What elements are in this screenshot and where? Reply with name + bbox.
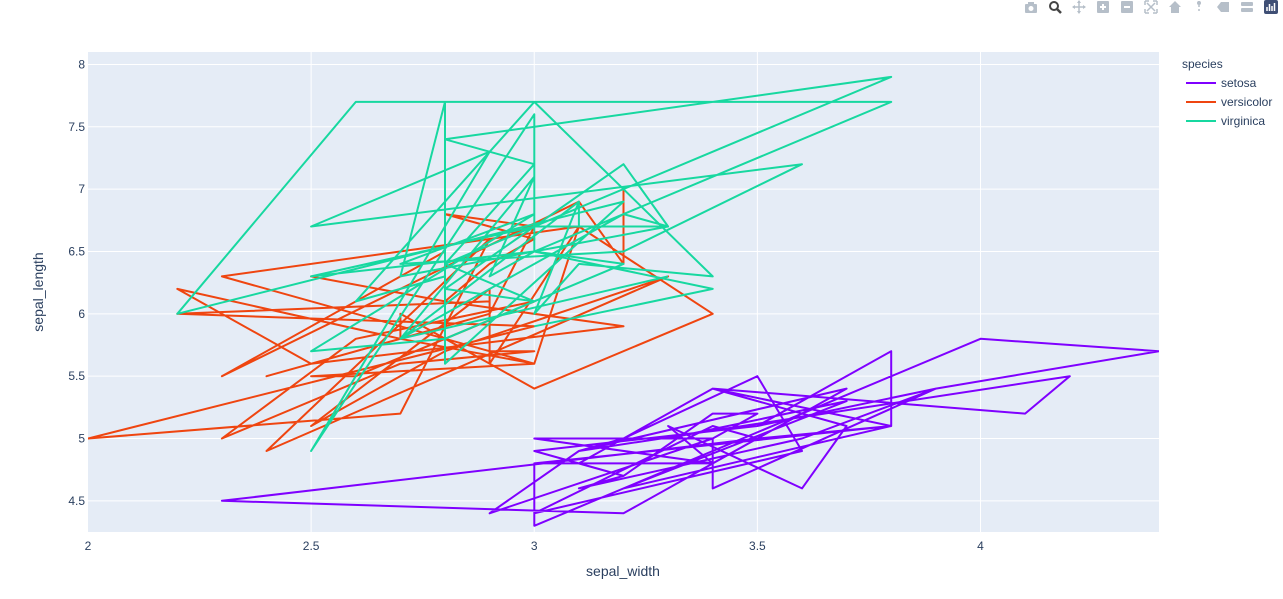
hover-closest-icon[interactable] — [1211, 0, 1235, 14]
legend-item-setosa[interactable]: setosa — [1186, 76, 1257, 90]
y-tick-label: 6.5 — [68, 244, 85, 258]
autoscale-icon[interactable] — [1139, 0, 1163, 14]
spike-lines-icon[interactable] — [1187, 0, 1211, 14]
x-tick-label: 2 — [85, 539, 92, 553]
zoom-icon[interactable] — [1043, 0, 1067, 14]
series-line-setosa[interactable] — [220, 337, 1159, 527]
y-tick-label: 7 — [78, 182, 85, 196]
reset-axes-icon[interactable] — [1163, 0, 1187, 14]
legend-label: versicolor — [1221, 95, 1272, 109]
series-layer — [88, 75, 1159, 527]
legend-item-virginica[interactable]: virginica — [1186, 114, 1265, 128]
series-line-virginica[interactable] — [176, 75, 893, 452]
y-tick-label: 8 — [78, 57, 85, 71]
legend-item-versicolor[interactable]: versicolor — [1186, 95, 1272, 109]
legend-label: setosa — [1221, 76, 1257, 90]
zoom-out-icon[interactable] — [1115, 0, 1139, 14]
x-tick-label: 3.5 — [749, 539, 766, 553]
modebar — [1019, 0, 1283, 16]
y-tick-label: 4.5 — [68, 494, 85, 508]
plotly-logo-icon[interactable] — [1259, 0, 1283, 14]
x-tick-label: 2.5 — [303, 539, 320, 553]
hover-compare-icon[interactable] — [1235, 0, 1259, 14]
y-tick-label: 5 — [78, 431, 85, 445]
x-tick-label: 3 — [531, 539, 538, 553]
legend-title: species — [1182, 57, 1223, 71]
y-axis-ticks: 4.5 5 5.5 6 6.5 7 7.5 8 — [68, 57, 85, 507]
x-tick-label: 4 — [977, 539, 984, 553]
y-tick-label: 6 — [78, 307, 85, 321]
x-axis-title: sepal_width — [586, 563, 660, 579]
camera-icon[interactable] — [1019, 0, 1043, 14]
legend-label: virginica — [1221, 114, 1265, 128]
y-tick-label: 5.5 — [68, 369, 85, 383]
zoom-in-icon[interactable] — [1091, 0, 1115, 14]
legend: species setosa versicolor virginica — [1182, 57, 1272, 128]
y-tick-label: 7.5 — [68, 120, 85, 134]
x-axis-ticks: 2 2.5 3 3.5 4 — [85, 539, 985, 553]
pan-icon[interactable] — [1067, 0, 1091, 14]
y-axis-title: sepal_length — [30, 252, 46, 331]
